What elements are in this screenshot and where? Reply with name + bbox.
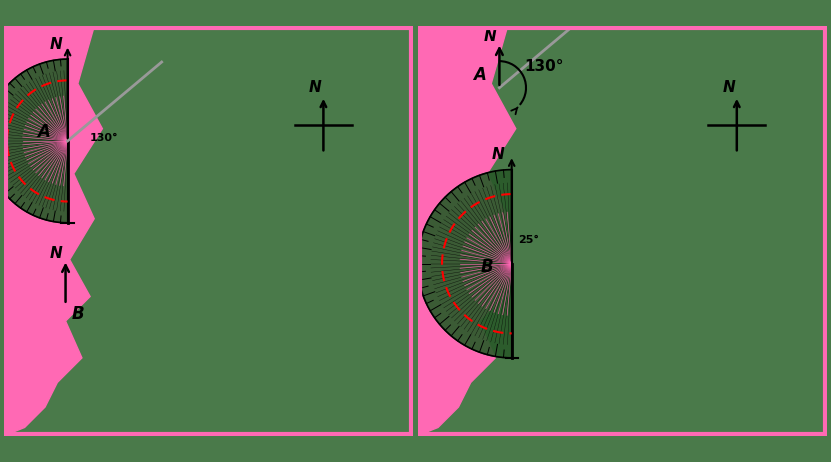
Text: A: A: [37, 123, 50, 141]
Text: N: N: [50, 246, 63, 261]
Text: N: N: [484, 29, 497, 44]
Text: A: A: [473, 66, 485, 84]
Text: B: B: [71, 305, 84, 323]
Text: N: N: [309, 80, 322, 95]
Polygon shape: [0, 59, 67, 223]
Text: 130°: 130°: [524, 60, 563, 74]
Text: N: N: [722, 80, 735, 95]
Text: N: N: [492, 147, 504, 162]
Text: B: B: [481, 258, 494, 276]
Text: 130°: 130°: [90, 133, 119, 143]
Text: 25°: 25°: [518, 235, 538, 245]
Polygon shape: [417, 170, 512, 358]
Text: N: N: [49, 37, 62, 52]
Polygon shape: [4, 26, 102, 436]
Polygon shape: [417, 26, 516, 436]
